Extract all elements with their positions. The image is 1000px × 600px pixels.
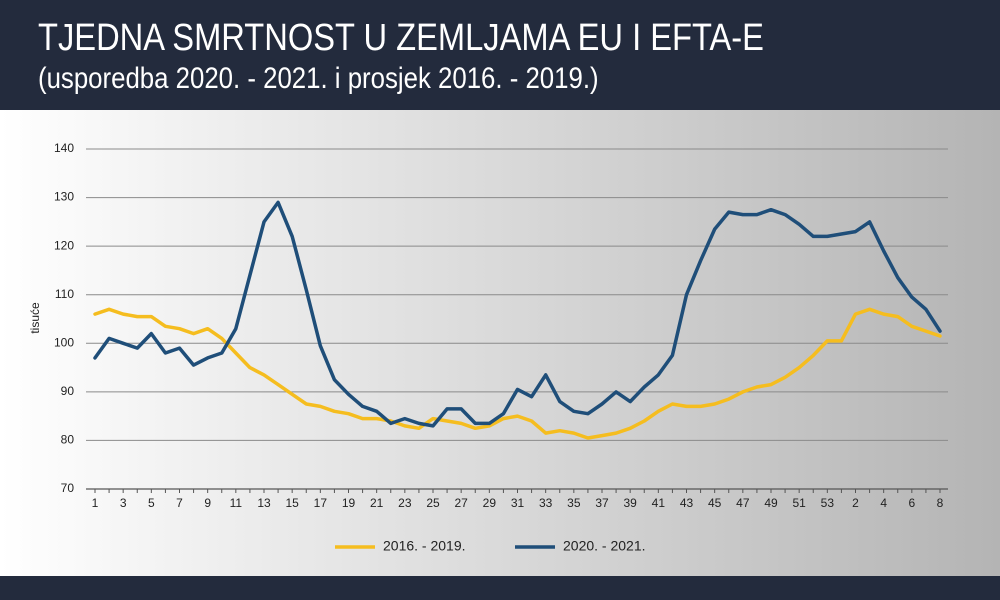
x-tick-label: 5 bbox=[148, 496, 155, 510]
x-tick-label: 35 bbox=[567, 496, 581, 510]
y-tick-label: 80 bbox=[61, 433, 75, 447]
x-tick-label: 49 bbox=[764, 496, 778, 510]
x-tick-label: 9 bbox=[204, 496, 211, 510]
x-tick-label: 45 bbox=[708, 496, 722, 510]
y-tick-label: 90 bbox=[61, 384, 75, 398]
y-tick-label: 100 bbox=[54, 335, 74, 349]
x-tick-label: 39 bbox=[623, 496, 637, 510]
x-tick-label: 8 bbox=[937, 496, 944, 510]
x-tick-label: 51 bbox=[792, 496, 806, 510]
x-tick-label: 29 bbox=[483, 496, 497, 510]
x-tick-label: 23 bbox=[398, 496, 412, 510]
y-tick-label: 140 bbox=[54, 141, 74, 155]
x-tick-label: 21 bbox=[370, 496, 384, 510]
line-series bbox=[93, 200, 942, 428]
x-tick-label: 25 bbox=[426, 496, 440, 510]
x-tick-label: 3 bbox=[120, 496, 127, 510]
header bbox=[0, 0, 1000, 110]
footer bbox=[0, 576, 1000, 600]
x-tick-label: 53 bbox=[821, 496, 835, 510]
y-axis-label: tisuće bbox=[28, 302, 42, 334]
line-series bbox=[93, 307, 942, 440]
x-tick-label: 13 bbox=[257, 496, 271, 510]
x-tick-label: 37 bbox=[595, 496, 609, 510]
y-tick-label: 130 bbox=[54, 190, 74, 204]
x-tick-label: 2 bbox=[852, 496, 859, 510]
x-tick-label: 27 bbox=[454, 496, 468, 510]
chart-title: TJEDNA SMRTNOST U ZEMLJAMA EU I EFTA-E bbox=[38, 16, 764, 59]
x-tick-label: 6 bbox=[908, 496, 915, 510]
x-tick-label: 43 bbox=[680, 496, 694, 510]
x-tick-label: 19 bbox=[342, 496, 356, 510]
x-tick-label: 41 bbox=[652, 496, 666, 510]
x-tick-label: 33 bbox=[539, 496, 553, 510]
legend-label: 2020. - 2021. bbox=[563, 538, 646, 554]
x-tick-label: 11 bbox=[230, 496, 243, 510]
y-tick-label: 120 bbox=[54, 238, 74, 252]
y-tick-label: 70 bbox=[61, 481, 75, 495]
x-tick-label: 1 bbox=[92, 496, 99, 510]
legend-label: 2016. - 2019. bbox=[383, 538, 466, 554]
y-tick-label: 110 bbox=[55, 287, 74, 301]
x-tick-label: 7 bbox=[176, 496, 183, 510]
x-tick-label: 4 bbox=[880, 496, 887, 510]
x-tick-label: 31 bbox=[511, 496, 525, 510]
chart-subtitle: (usporedba 2020. - 2021. i prosjek 2016.… bbox=[38, 61, 599, 94]
x-tick-label: 15 bbox=[285, 496, 299, 510]
x-tick-label: 17 bbox=[314, 496, 328, 510]
x-tick-label: 47 bbox=[736, 496, 750, 510]
